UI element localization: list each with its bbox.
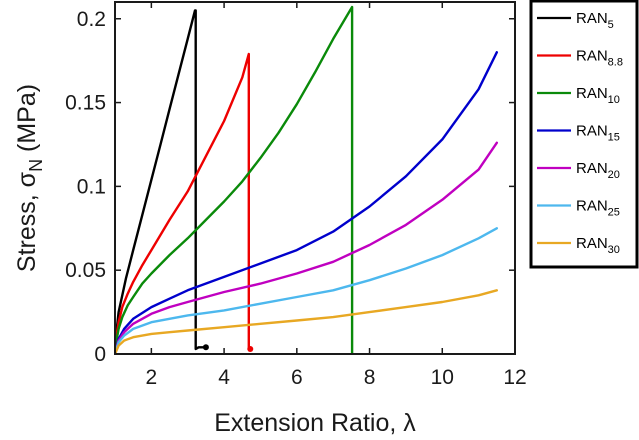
x-tick-label: 2: [146, 366, 158, 389]
legend-entry-subscript: 20: [608, 169, 620, 181]
legend-entry: RAN10: [576, 85, 620, 106]
legend-entry: RAN15: [576, 123, 620, 144]
legend-entry-name: RAN: [576, 198, 608, 215]
series-line-ran-20: [115, 141, 498, 354]
x-tick-label: 10: [431, 366, 454, 389]
legend-entry-name: RAN: [576, 48, 608, 65]
legend-entry: RAN8.8: [576, 48, 623, 69]
legend-entry-subscript: 25: [608, 207, 620, 219]
legend-box: [529, 0, 639, 269]
legend-entry-name: RAN: [576, 160, 608, 177]
legend-entry: RAN30: [576, 235, 620, 256]
series-layer: [115, 5, 498, 354]
series-line-ran-25: [115, 227, 498, 354]
legend-entry-subscript: 10: [608, 94, 620, 106]
plot-frame: [114, 1, 516, 355]
y-tick-label: 0.15: [65, 92, 106, 115]
series-endpoint-marker: [247, 345, 254, 352]
y-tick-label: 0.2: [77, 8, 106, 31]
x-tick-label: 12: [503, 366, 526, 389]
legend-entry: RAN20: [576, 160, 620, 181]
series-line-ran-30: [115, 289, 498, 354]
y-tick-label: 0.05: [65, 259, 106, 282]
x-axis-title: Extension Ratio, λ: [214, 409, 416, 437]
legend-entry: RAN25: [576, 198, 620, 219]
series-endpoint-marker: [202, 344, 209, 351]
legend-entry-name: RAN: [576, 85, 608, 102]
x-tick-label: 6: [291, 366, 303, 389]
axis-ticks: 2 4 6 8 10 12 0 0.05 0.1 0.15 0.2: [65, 2, 527, 389]
plot-area: [115, 2, 515, 354]
legend-entry-subscript: 8.8: [608, 57, 623, 69]
y-tick-label: 0: [94, 343, 106, 366]
series-line-ran-10: [115, 5, 354, 354]
series-line-ran-5: [115, 9, 208, 354]
y-axis-title-unit: (MPa): [13, 84, 41, 159]
legend-entry: RAN5: [576, 10, 614, 31]
legend-entry-subscript: 5: [608, 19, 614, 31]
x-tick-label: 8: [364, 366, 376, 389]
legend-entry-subscript: 30: [608, 244, 620, 256]
legend-entry-subscript: 15: [608, 132, 620, 144]
x-tick-label: 4: [218, 366, 230, 389]
legend-entry-name: RAN: [576, 123, 608, 140]
series-line-ran-15: [115, 51, 498, 354]
y-axis-title: Stress, σN (MPa): [13, 84, 46, 272]
legend-entry-name: RAN: [576, 10, 608, 27]
legend-entry-name: RAN: [576, 235, 608, 252]
y-axis-title-main: Stress, σ: [13, 171, 41, 272]
y-tick-label: 0.1: [77, 175, 106, 198]
series-line-ran-8-8: [115, 52, 252, 354]
y-axis-title-sub: N: [26, 159, 46, 172]
